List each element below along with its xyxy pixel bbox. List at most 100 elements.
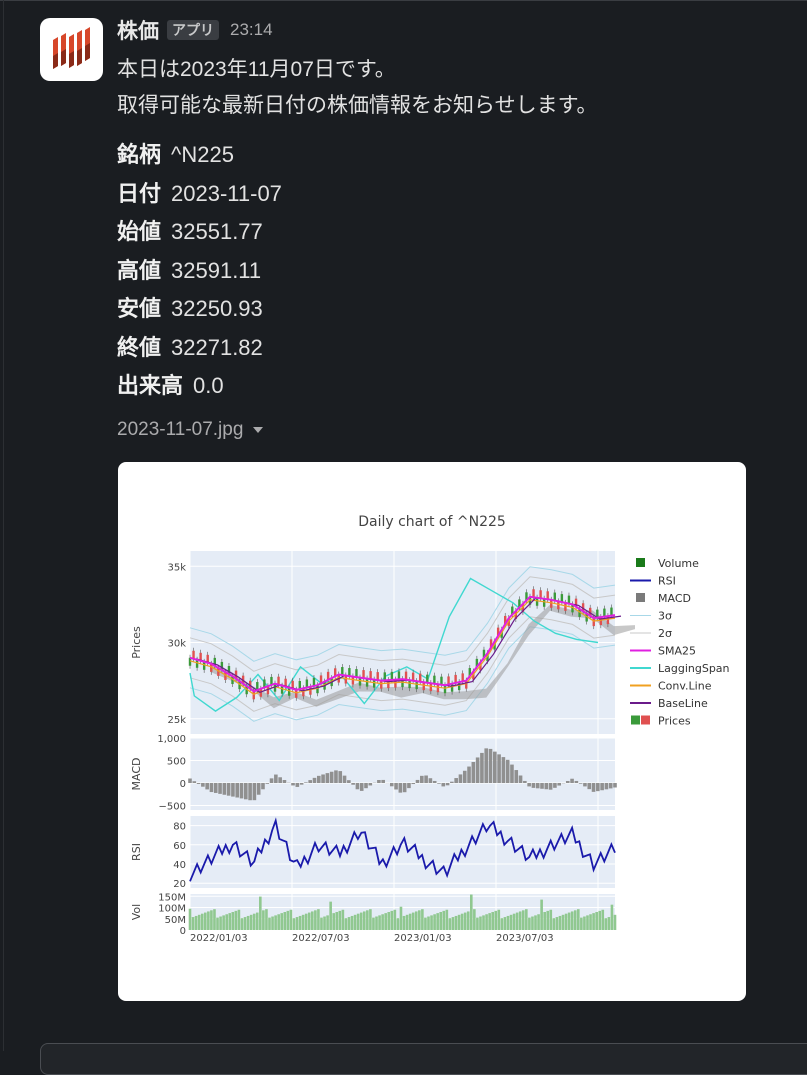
price-candle: [536, 598, 538, 606]
volume-bar: [302, 915, 305, 930]
volume-bar: [311, 911, 314, 930]
message-content: 株価 アプリ 23:14 本日は2023年11月07日です。 取得可能な最新日付…: [117, 16, 777, 444]
y-tick-label: 150M: [158, 892, 186, 903]
y-axis-label: MACD: [130, 758, 143, 791]
macd-bar: [549, 783, 553, 790]
volume-bar: [357, 914, 360, 930]
volume-bar: [608, 917, 611, 930]
macd-bar: [197, 783, 201, 784]
volume-bar: [455, 916, 458, 930]
volume-bar: [485, 914, 488, 930]
volume-bar: [415, 911, 418, 930]
macd-bar: [596, 783, 600, 791]
volume-bar: [452, 917, 455, 930]
volume-bar: [571, 911, 574, 930]
price-candle: [423, 682, 425, 690]
volume-bar: [274, 915, 277, 930]
price-candle: [444, 685, 446, 693]
price-candle: [391, 672, 393, 680]
volume-bar: [259, 897, 262, 930]
macd-bar: [587, 783, 591, 789]
volume-bar: [446, 910, 449, 930]
message-line: 本日は2023年11月07日です。: [117, 52, 777, 88]
macd-bar: [403, 783, 407, 792]
price-candle: [433, 676, 435, 684]
avatar[interactable]: [40, 18, 103, 81]
price-candle: [345, 676, 347, 684]
volume-bar: [507, 916, 510, 930]
macd-bar: [502, 757, 506, 783]
macd-bar: [270, 778, 274, 783]
macd-bar: [484, 748, 488, 783]
sender-name[interactable]: 株価: [117, 15, 159, 45]
volume-bar: [559, 916, 562, 930]
price-candle: [373, 680, 375, 688]
macd-bar: [600, 783, 604, 790]
message-line: 取得可能な最新日付の株価情報をお知らせします。: [117, 88, 777, 124]
price-candle: [313, 678, 315, 686]
volume-bar: [421, 909, 424, 930]
timestamp[interactable]: 23:14: [230, 20, 273, 40]
price-candle: [380, 681, 382, 689]
attachment-header[interactable]: 2023-11-07.jpg: [117, 416, 777, 444]
price-candle: [348, 668, 350, 676]
volume-bar: [562, 915, 565, 930]
field-value: 32551.77: [171, 219, 263, 244]
attachment-filename[interactable]: 2023-11-07.jpg: [117, 419, 243, 441]
macd-bar: [579, 783, 583, 784]
macd-bar: [278, 777, 282, 783]
volume-bar: [556, 917, 559, 930]
macd-bar: [497, 754, 501, 783]
macd-bar: [296, 783, 300, 787]
volume-bar: [565, 914, 568, 930]
volume-bar: [464, 913, 467, 930]
field-key: 始値: [117, 219, 161, 244]
volume-bar: [375, 917, 378, 931]
macd-bar: [300, 783, 304, 785]
volume-bar: [283, 912, 286, 930]
volume-bar: [314, 910, 317, 930]
legend-label: 3σ: [658, 610, 672, 623]
price-candle: [419, 674, 421, 682]
volume-bar: [354, 915, 357, 930]
macd-bar: [570, 779, 574, 783]
volume-bar: [424, 918, 427, 930]
chevron-down-icon[interactable]: [253, 427, 263, 433]
macd-bar: [575, 781, 579, 783]
volume-bar: [345, 918, 348, 930]
volume-bar: [476, 918, 479, 930]
price-candle: [561, 594, 563, 602]
macd-bar: [347, 780, 351, 783]
macd-bar: [519, 776, 523, 784]
price-candle: [366, 679, 368, 687]
volume-bar: [397, 918, 400, 930]
volume-bar: [439, 912, 442, 930]
stock-logo-icon: [40, 18, 103, 81]
volume-bar: [574, 910, 577, 930]
message-composer[interactable]: [40, 1043, 807, 1075]
y-tick-label: 60: [173, 841, 186, 852]
price-candle: [377, 672, 379, 680]
legend-label: MACD: [658, 592, 691, 605]
volume-bar: [400, 907, 403, 930]
volume-bar: [232, 912, 235, 930]
volume-bar: [412, 913, 415, 930]
price-candle: [458, 682, 460, 690]
volume-bar: [592, 913, 595, 930]
volume-bar: [522, 910, 525, 930]
volume-bar: [308, 913, 311, 930]
macd-bar: [223, 783, 227, 795]
macd-bar: [343, 776, 347, 783]
volume-bar: [537, 914, 540, 930]
volume-bar: [351, 916, 354, 930]
macd-bar: [356, 783, 360, 789]
macd-bar: [399, 783, 403, 793]
volume-bar: [442, 911, 445, 930]
macd-bar: [244, 783, 248, 799]
price-candle: [539, 590, 541, 598]
volume-bar: [256, 913, 259, 930]
volume-bar: [363, 911, 366, 930]
volume-bar: [549, 910, 552, 930]
